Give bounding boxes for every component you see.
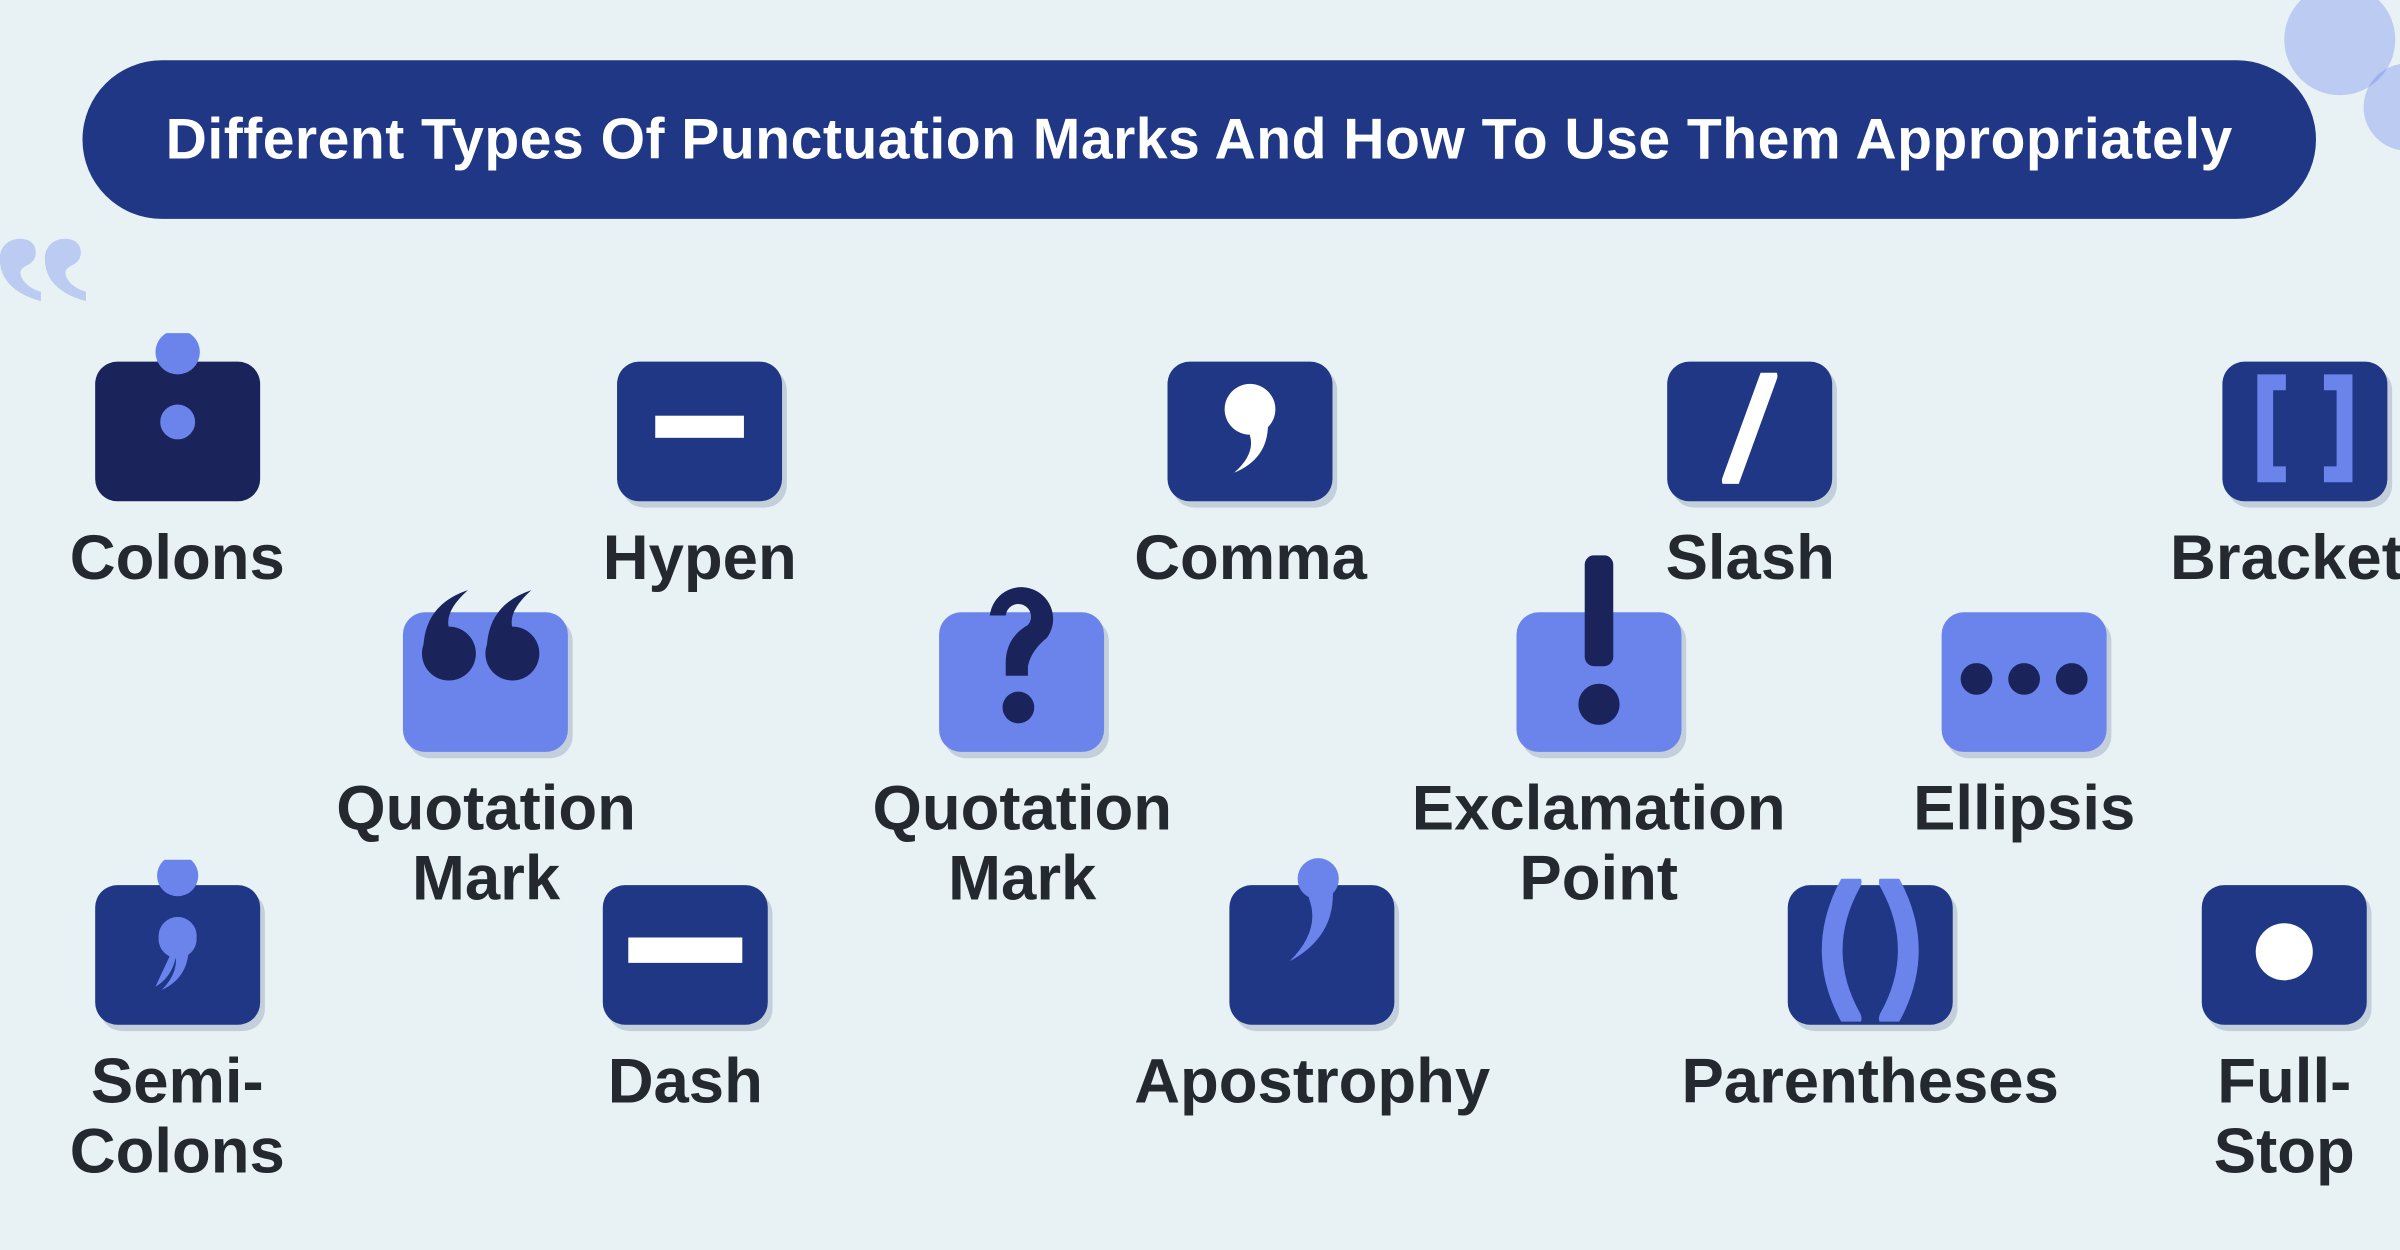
slash-icon (1719, 373, 1782, 490)
punct-card-slash (1668, 362, 1833, 502)
punct-item-slash: Slash (1666, 362, 1835, 594)
punct-card-colons (95, 362, 260, 502)
punct-label-dash: Dash (608, 1047, 763, 1117)
punct-item-hyphen: Hypen (603, 362, 797, 594)
hyphen-icon (655, 416, 744, 448)
punct-card-semi-colons (95, 885, 260, 1025)
punct-card-hyphen (617, 362, 782, 502)
punct-card-comma (1168, 362, 1333, 502)
apostrophe-icon (1280, 857, 1343, 974)
punct-item-question-mark: Quotation Mark (872, 612, 1172, 913)
punct-card-parentheses (1788, 885, 1953, 1025)
punct-card-brackets (2222, 362, 2387, 502)
punct-item-dash: Dash (603, 885, 768, 1117)
punct-item-quotation-mark-1: Quotation Mark (336, 612, 636, 913)
ellipsis-icon (1958, 660, 2091, 704)
punct-label-parentheses: Parentheses (1681, 1047, 2058, 1117)
punct-card-question-mark (940, 612, 1105, 752)
quotes-icon (415, 590, 558, 707)
punct-item-full-stop: Full- Stop (2170, 885, 2398, 1186)
punct-card-ellipsis (1942, 612, 2107, 752)
brackets-icon (2241, 368, 2368, 495)
punct-item-semi-colons: Semi- Colons (70, 885, 285, 1186)
punct-label-slash: Slash (1666, 523, 1835, 593)
punct-card-exclamation (1516, 612, 1681, 752)
punct-item-ellipsis: Ellipsis (1913, 612, 2135, 844)
punct-label-comma: Comma (1134, 523, 1367, 593)
parens-icon (1807, 879, 1934, 1028)
punct-item-brackets: Brackets (2170, 362, 2400, 594)
exclaim-icon (1572, 555, 1626, 736)
punct-card-dash (603, 885, 768, 1025)
title-bar: Different Types Of Punctuation Marks And… (82, 60, 2316, 219)
punct-label-hyphen: Hypen (603, 523, 797, 593)
decoration-quote: ‟ (0, 278, 95, 340)
punct-card-apostrophy (1230, 885, 1395, 1025)
punct-label-quotation-mark-1: Quotation Mark (336, 774, 636, 914)
punct-item-comma: Comma (1134, 362, 1367, 594)
punct-label-semi-colons: Semi- Colons (70, 1047, 285, 1187)
dash-icon (628, 938, 742, 973)
title-text: Different Types Of Punctuation Marks And… (166, 106, 2233, 173)
punct-label-ellipsis: Ellipsis (1913, 774, 2135, 844)
question-icon (975, 571, 1070, 736)
punct-item-exclamation: Exclamation Point (1412, 612, 1786, 913)
colon-icon (146, 333, 209, 466)
punct-label-question-mark: Quotation Mark (872, 774, 1172, 914)
punct-card-full-stop (2202, 885, 2367, 1025)
punct-label-colons: Colons (70, 523, 285, 593)
punct-label-full-stop: Full- Stop (2170, 1047, 2398, 1187)
punct-item-parentheses: Parentheses (1681, 885, 2058, 1117)
semicolon-icon (142, 860, 212, 1009)
fullstop-icon (2253, 920, 2316, 990)
infographic-canvas: ‟ Different Types Of Punctuation Marks A… (0, 0, 2398, 1250)
punct-item-apostrophy: Apostrophy (1134, 885, 1490, 1117)
punct-item-colons: Colons (70, 362, 285, 594)
punct-label-brackets: Brackets (2170, 523, 2400, 593)
punct-card-quotation-mark-1 (404, 612, 569, 752)
comma-icon (1219, 381, 1282, 483)
punct-label-apostrophy: Apostrophy (1134, 1047, 1490, 1117)
